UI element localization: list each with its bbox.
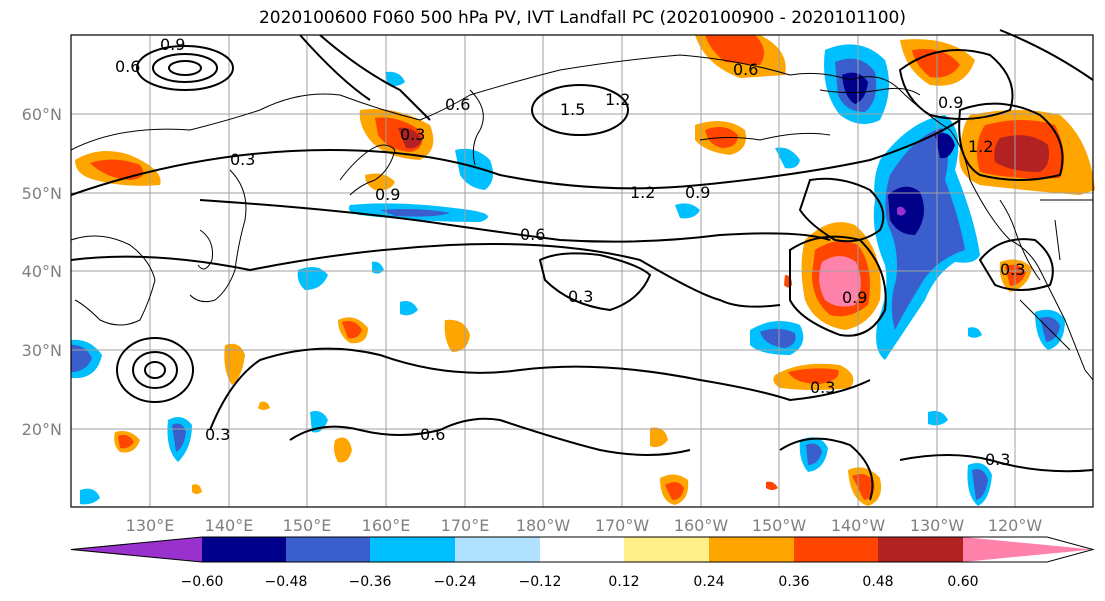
- lat-label: 30°N: [22, 341, 62, 360]
- colorbar-tick-label: −0.36: [349, 574, 392, 590]
- contour-label: 1.2: [968, 137, 993, 156]
- colorbar-tick-label: 0.60: [947, 574, 978, 590]
- colorbar-tick-label: −0.12: [519, 574, 562, 590]
- contour-labels: 0.9 0.6 0.3 1.5 1.2 0.9 0.6 0.3 1.2 0.9 …: [115, 35, 1025, 469]
- colorbar-tick-label: −0.24: [434, 574, 477, 590]
- colorbar-segment: [624, 537, 709, 562]
- contour-label: 0.3: [810, 378, 835, 397]
- lon-label: 120°W: [988, 516, 1043, 535]
- contour-label: 0.6: [445, 95, 470, 114]
- contour-label: 0.3: [985, 450, 1010, 469]
- lat-label: 50°N: [22, 184, 62, 203]
- lat-label: 40°N: [22, 262, 62, 281]
- contour-label: 0.3: [568, 287, 593, 306]
- colorbar-tick-labels: −0.60 −0.48 −0.36 −0.24 −0.12 0.12 0.24 …: [181, 574, 979, 590]
- contour-label: 0.6: [115, 57, 140, 76]
- colorbar-segment: [963, 537, 1093, 562]
- contour-label: 0.9: [375, 185, 400, 204]
- contour-label: 0.9: [685, 183, 710, 202]
- lon-label: 140°W: [831, 516, 886, 535]
- lon-label: 170°W: [595, 516, 650, 535]
- colorbar-segment: [455, 537, 540, 562]
- contour-label: 0.3: [400, 125, 425, 144]
- lon-label: 150°E: [283, 516, 332, 535]
- pv-contours: [70, 29, 1094, 501]
- lon-label: 160°E: [362, 516, 411, 535]
- colorbar-tick-label: −0.48: [265, 574, 308, 590]
- colorbar-tick-label: −0.60: [181, 574, 224, 590]
- lon-label: 130°W: [910, 516, 965, 535]
- lon-label: 160°W: [674, 516, 729, 535]
- map-frame: [70, 34, 1094, 508]
- colorbar-segment: [794, 537, 878, 562]
- contour-label: 1.2: [605, 90, 630, 109]
- contour-label: 1.2: [630, 183, 655, 202]
- colorbar-segment: [709, 537, 794, 562]
- shaded-anomalies: [71, 35, 1095, 506]
- lon-label: 140°E: [205, 516, 254, 535]
- lon-label: 150°W: [752, 516, 807, 535]
- contour-label: 0.6: [520, 225, 545, 244]
- contour-label: 0.9: [160, 35, 185, 54]
- lat-label: 20°N: [22, 420, 62, 439]
- colorbar-segment: [878, 537, 963, 562]
- lat-label: 60°N: [22, 105, 62, 124]
- latitude-labels: 60°N 50°N 40°N 30°N 20°N: [22, 105, 62, 439]
- plot-title: 2020100600 F060 500 hPa PV, IVT Landfall…: [258, 8, 906, 28]
- colorbar: [70, 536, 1095, 563]
- contour-label: 0.3: [230, 150, 255, 169]
- colorbar-segment: [370, 537, 455, 562]
- lon-label: 130°E: [126, 516, 175, 535]
- colorbar-segment: [286, 537, 370, 562]
- colorbar-tick-label: 0.48: [862, 574, 893, 590]
- lon-label: 170°E: [441, 516, 490, 535]
- colorbar-tick-label: 0.24: [693, 574, 724, 590]
- colorbar-tick-label: 0.12: [608, 574, 639, 590]
- colorbar-tick-label: 0.36: [778, 574, 809, 590]
- lon-label: 180°W: [516, 516, 571, 535]
- colorbar-segment: [540, 537, 624, 562]
- contour-label: 1.5: [560, 100, 585, 119]
- contour-label: 0.9: [938, 93, 963, 112]
- contour-label: 0.3: [205, 425, 230, 444]
- contour-label: 0.9: [842, 288, 867, 307]
- colorbar-outline: [70, 536, 1095, 563]
- colorbar-segment: [71, 537, 202, 562]
- contour-label: 0.6: [420, 425, 445, 444]
- colorbar-segment: [202, 537, 286, 562]
- contour-label: 0.3: [1000, 260, 1025, 279]
- contour-label: 0.6: [733, 60, 758, 79]
- longitude-labels: 130°E 140°E 150°E 160°E 170°E 180°W 170°…: [126, 516, 1043, 535]
